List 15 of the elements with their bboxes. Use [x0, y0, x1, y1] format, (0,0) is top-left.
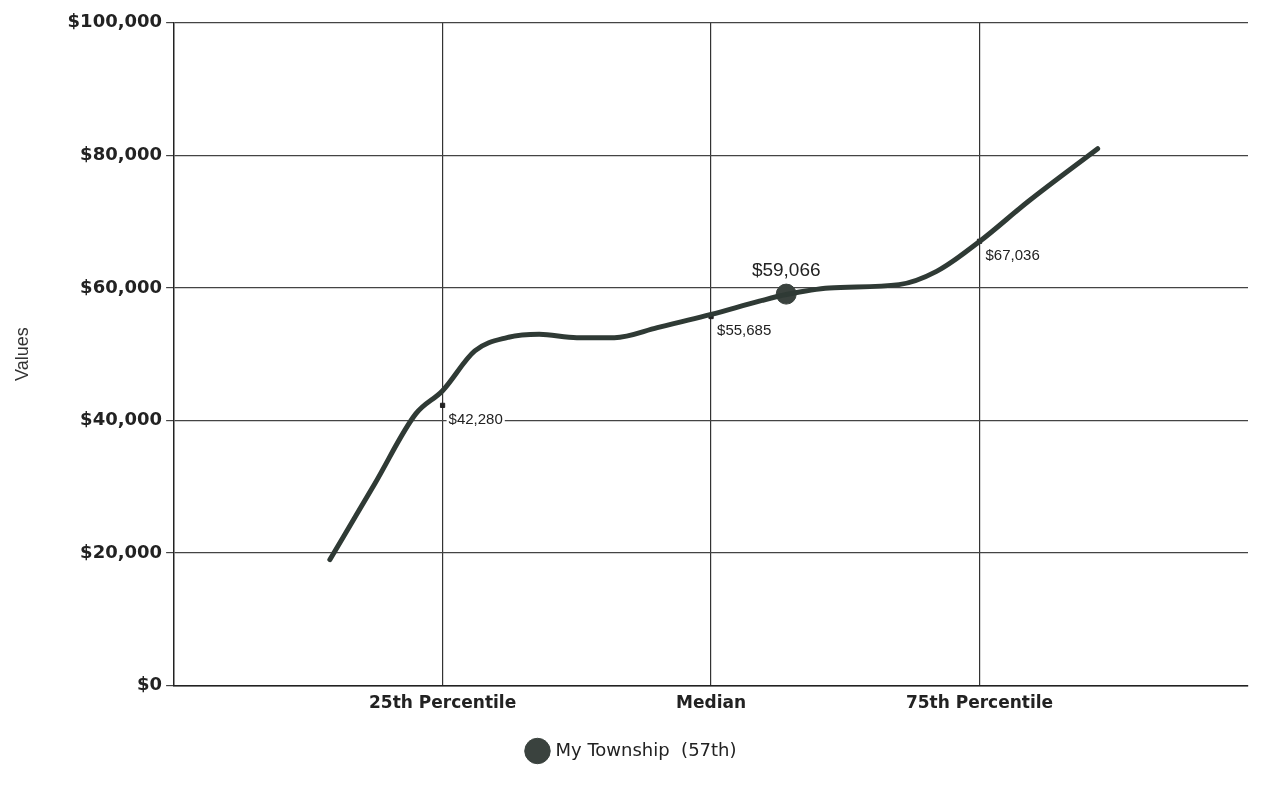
- data-label: $59,066: [751, 258, 821, 280]
- y-tick-label: $80,000: [80, 143, 163, 165]
- legend-label: My Township (57th): [555, 738, 737, 760]
- data-label: $67,036: [985, 245, 1040, 263]
- data-label: $42,280: [448, 410, 503, 428]
- x-tick-label: 25th Percentile: [368, 692, 517, 713]
- y-tick-label: $20,000: [80, 540, 163, 562]
- y-tick-label: $60,000: [80, 275, 163, 297]
- y-tick-label: $40,000: [80, 408, 163, 430]
- x-tick-label: Median: [676, 692, 747, 713]
- y-tick-label: $0: [137, 673, 163, 695]
- x-tick-label: 75th Percentile: [905, 692, 1054, 713]
- y-axis-title: Values: [11, 327, 32, 382]
- y-tick-label: $100,000: [67, 10, 163, 32]
- data-label: $55,685: [717, 321, 772, 339]
